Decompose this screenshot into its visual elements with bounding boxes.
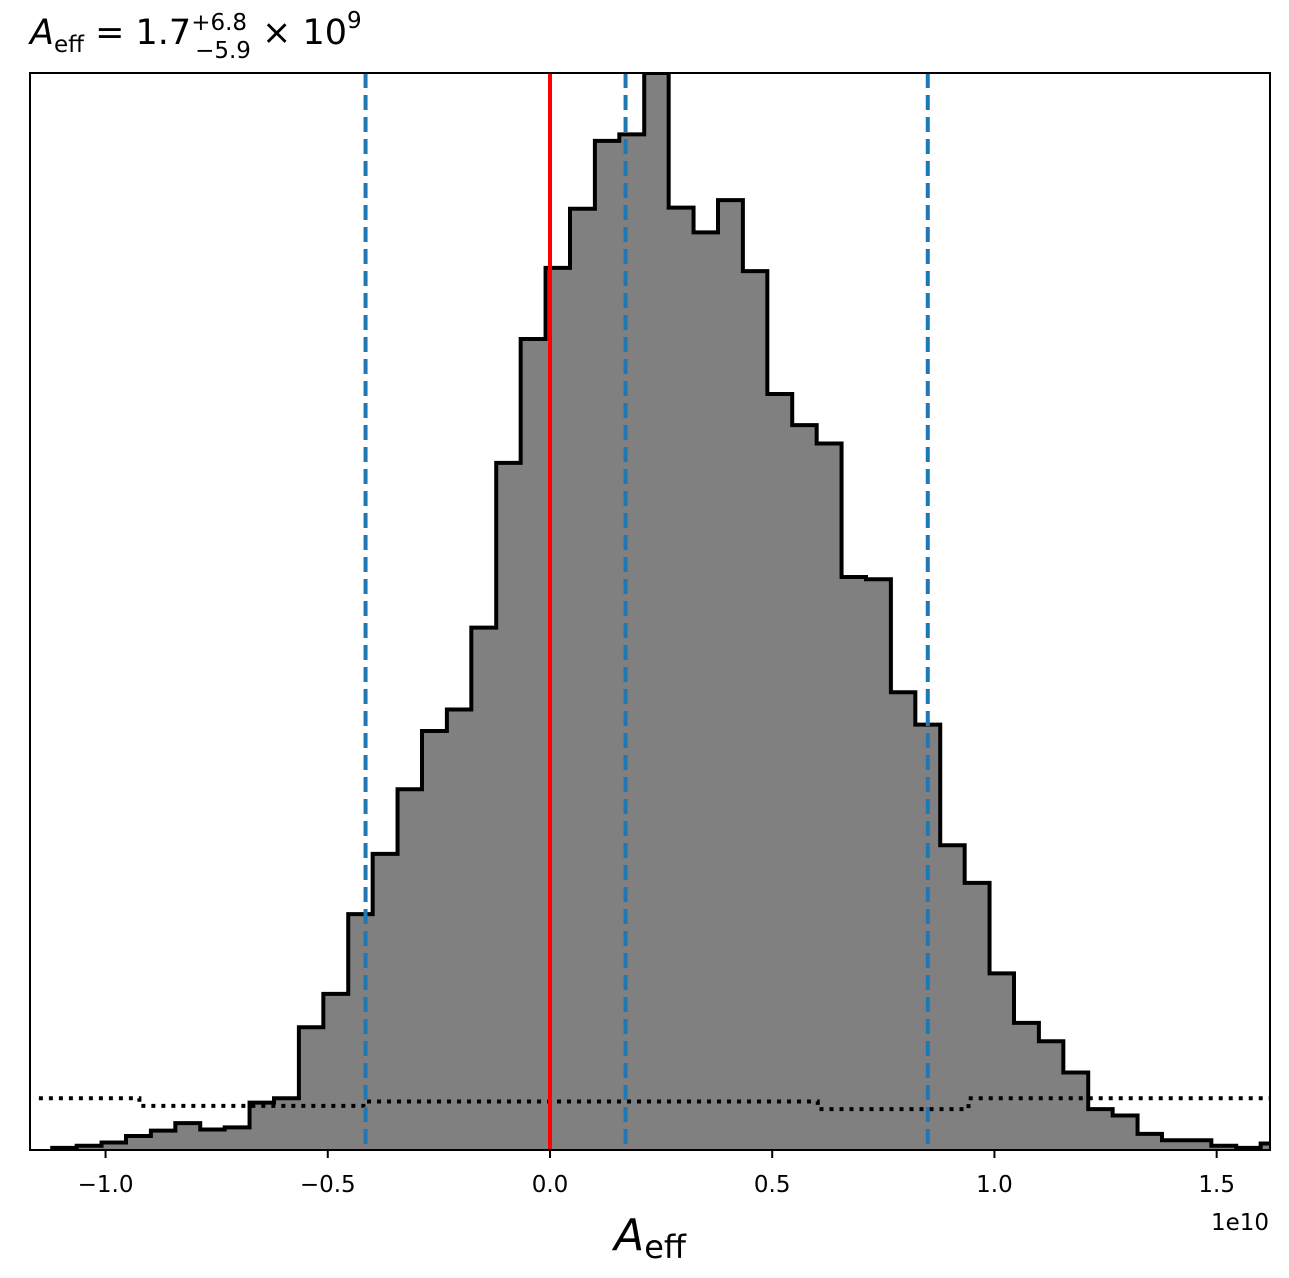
histogram-bar	[742, 271, 768, 1150]
x-axis-offset-label: 1e10	[1211, 1210, 1269, 1236]
histogram-bar	[397, 789, 423, 1150]
histogram-bar	[989, 973, 1015, 1150]
histogram-bar	[718, 200, 744, 1150]
title-symbol: A	[28, 13, 54, 53]
histogram-bar	[126, 1135, 152, 1150]
histogram-bar	[816, 443, 843, 1150]
plot-area	[38, 73, 1270, 1150]
histogram-bar	[372, 853, 399, 1150]
histogram-bar	[767, 393, 793, 1150]
histogram-bar	[101, 1142, 127, 1150]
x-tick-label: 0.0	[532, 1172, 569, 1198]
histogram-bar	[76, 1145, 103, 1150]
x-tick-label: −1.0	[78, 1172, 134, 1198]
histogram-bar	[1137, 1133, 1163, 1150]
histogram-bar	[668, 207, 695, 1150]
title-equals-value: = 1.7	[84, 13, 191, 53]
histogram-bar	[1211, 1145, 1237, 1150]
x-tick-label: 0.5	[754, 1172, 791, 1198]
x-axis-label: Aeff	[611, 1210, 687, 1266]
histogram-bar	[1088, 1109, 1114, 1150]
histogram-bar	[200, 1129, 226, 1150]
x-tick-label: 1.5	[1198, 1172, 1235, 1198]
x-axis-label-subscript: eff	[644, 1228, 687, 1266]
x-tick-label: −0.5	[300, 1172, 356, 1198]
histogram-bar	[1112, 1115, 1139, 1150]
histogram-bar	[224, 1127, 251, 1150]
histogram-bar	[866, 579, 892, 1150]
histogram-bar	[841, 577, 867, 1150]
x-axis-ticks: −1.0 −0.5 0.0 0.5 1.0 1.5	[78, 1150, 1235, 1198]
histogram-bar	[348, 914, 374, 1150]
histogram-bar	[471, 627, 497, 1150]
title-symbol-subscript: eff	[54, 32, 85, 58]
histogram-bar	[274, 1098, 300, 1150]
histogram-bar	[644, 73, 670, 1150]
histogram-bar	[693, 232, 719, 1150]
histogram-bar	[1038, 1041, 1064, 1150]
histogram-bar	[150, 1130, 176, 1150]
axes-frame	[29, 72, 1271, 1151]
histogram-bar	[1162, 1140, 1188, 1150]
histogram-bar	[940, 845, 966, 1150]
x-tick-label: 1.0	[976, 1172, 1013, 1198]
histogram-bar	[1014, 1022, 1040, 1150]
title-exponent: 9	[347, 8, 362, 34]
title-times-base: × 10	[251, 13, 347, 53]
histogram-bar	[570, 208, 596, 1150]
histogram-bar	[594, 140, 620, 1150]
histogram-bar	[1260, 1143, 1270, 1150]
chart-title: Aeff = 1.7+6.8 −5.9 × 109	[28, 8, 362, 64]
histogram-bar	[446, 709, 472, 1150]
histogram-bar	[1186, 1140, 1212, 1150]
histogram-bar	[323, 993, 349, 1150]
histogram-bar	[249, 1102, 275, 1150]
title-upper-error: +6.8	[191, 10, 247, 36]
histogram-bar	[792, 425, 818, 1150]
histogram-bar	[422, 731, 448, 1150]
histogram-bar	[298, 1027, 324, 1150]
title-lower-error: −5.9	[195, 38, 251, 64]
histogram-bar	[1063, 1072, 1089, 1150]
histogram-bar	[496, 462, 522, 1150]
histogram-bar	[520, 339, 547, 1150]
histogram-bar	[619, 134, 645, 1150]
histogram-bar	[175, 1123, 201, 1150]
histogram-outline	[50, 73, 1270, 1150]
histogram-bar	[964, 882, 991, 1150]
x-axis-label-symbol: A	[611, 1210, 644, 1261]
histogram-bar	[890, 692, 916, 1150]
